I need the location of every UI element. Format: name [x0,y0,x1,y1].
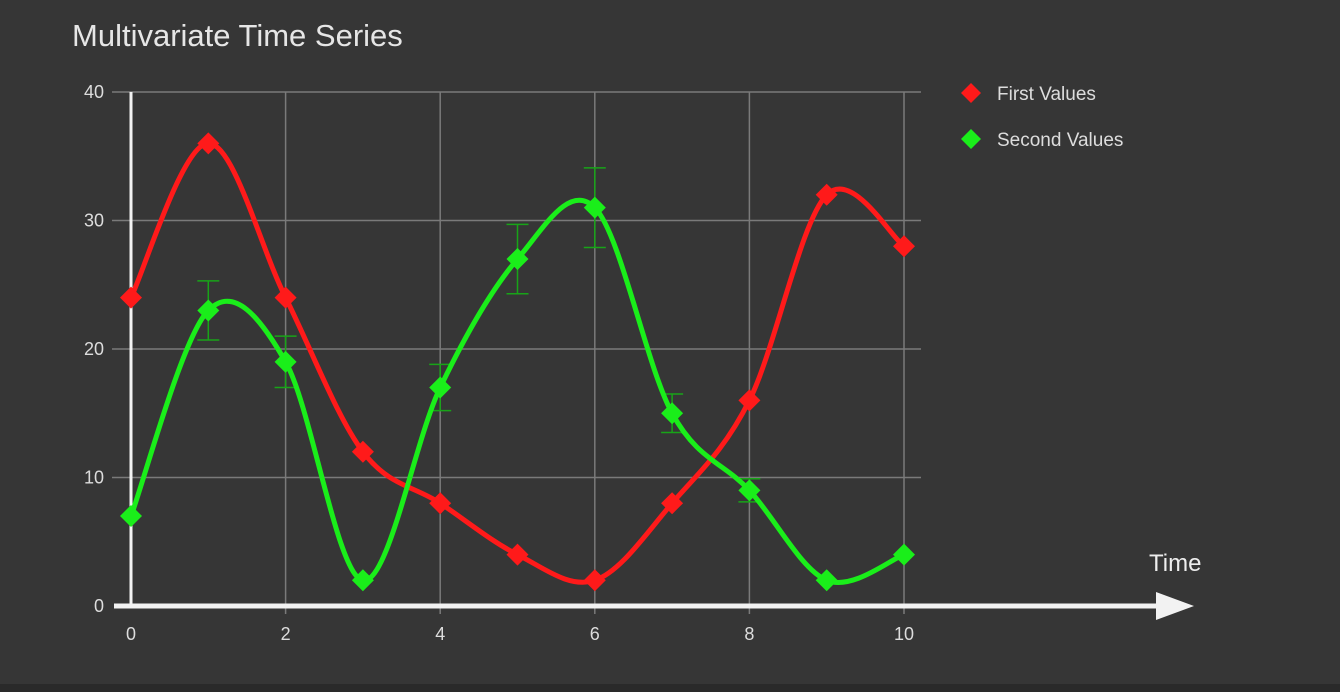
bottom-strip [0,684,1340,692]
series-lines [128,140,907,585]
data-point-second-values [815,569,838,592]
data-point-second-values [351,569,374,592]
x-tick-label: 6 [590,624,600,644]
x-axis-title: Time [1149,550,1201,577]
data-point-second-values [893,543,915,566]
y-tick-label: 20 [84,339,104,359]
data-point-first-values [274,286,297,309]
data-point-first-values [583,569,606,592]
data-point-second-values [120,505,142,528]
legend-marker-second-values [961,129,981,149]
chart-title: Multivariate Time Series [72,18,403,53]
axes [114,92,1194,620]
data-point-second-values [506,248,529,271]
x-tick-label: 10 [894,624,914,644]
data-point-second-values [738,479,761,502]
data-point-first-values [815,183,838,206]
data-point-first-values [429,492,452,515]
data-point-first-values [661,492,684,515]
data-point-second-values [429,376,452,399]
legend: First Values Second Values [961,83,1123,151]
legend-marker-first-values [961,83,981,103]
x-tick-label: 8 [744,624,754,644]
data-point-second-values [661,402,684,425]
x-tick-label: 0 [126,624,136,644]
data-point-second-values [197,299,220,322]
x-tick-label: 4 [435,624,445,644]
data-point-second-values [274,350,297,373]
y-tick-label: 10 [84,468,104,488]
series-line-first-values [128,140,907,585]
x-axis-arrowhead [1156,592,1194,620]
legend-label-second-values: Second Values [997,130,1123,151]
data-point-first-values [351,440,374,463]
tick-labels: 0 10 20 30 40 0 2 4 6 8 10 [84,82,914,644]
y-tick-label: 30 [84,211,104,231]
data-point-first-values [197,132,220,155]
legend-label-first-values: First Values [997,84,1096,105]
data-point-first-values [738,389,761,412]
y-tick-label: 0 [94,596,104,616]
data-point-first-values [120,286,142,309]
series-markers [120,132,915,592]
data-point-first-values [506,543,529,566]
error-bars [197,167,761,503]
data-point-first-values [893,235,915,258]
y-tick-label: 40 [84,82,104,102]
x-tick-label: 2 [281,624,291,644]
data-point-second-values [583,196,606,219]
